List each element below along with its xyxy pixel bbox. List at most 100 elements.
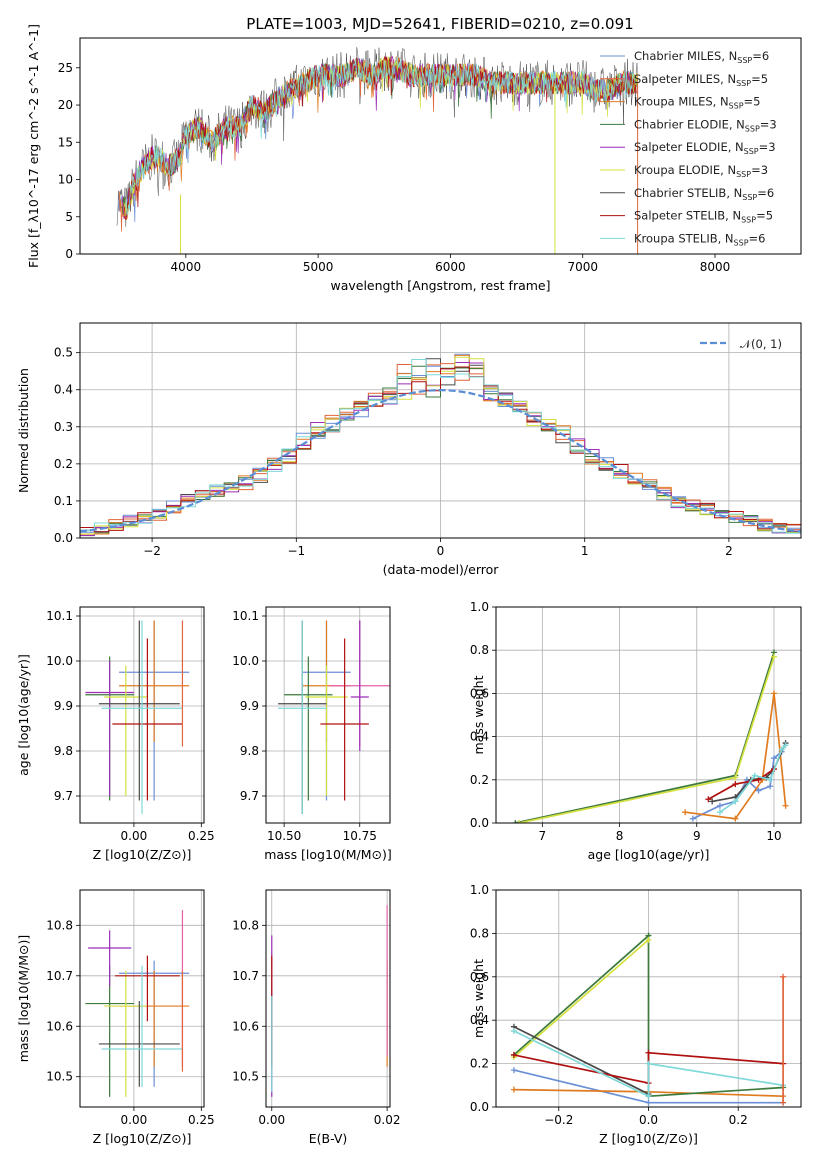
axes-frame xyxy=(79,889,205,1108)
legend-sub: SSP xyxy=(741,216,756,225)
legend-sub: SSP xyxy=(745,124,760,133)
y-tick-label: 10.5 xyxy=(46,1070,73,1084)
mass-weight-marker xyxy=(682,809,689,816)
y-tick-label: 0.2 xyxy=(470,773,489,787)
y-tick-label: 0.0 xyxy=(54,531,73,545)
mass-weight-series xyxy=(513,933,784,1098)
mass-weight-marker xyxy=(510,1028,517,1035)
x-tick-label: 0.0 xyxy=(639,1113,658,1127)
x-tick-label: 6000 xyxy=(435,260,466,274)
mass-weight-marker xyxy=(705,796,712,803)
x-tick-label: 8000 xyxy=(700,260,731,274)
legend-tail: =3 xyxy=(759,140,776,154)
y-tick-label: 9.9 xyxy=(54,699,73,713)
mass-weight-series xyxy=(712,742,787,803)
mass-weight-marker xyxy=(512,820,519,823)
x-tick-label: 10.50 xyxy=(267,829,301,843)
x-tick-label: 5000 xyxy=(303,260,334,274)
errorbar-panel: 0.00 0.25 9.7 9.8 9.9 10.0 10.1 Z [log10(Z/Z⊙)]… xyxy=(16,606,215,862)
legend-tail: =5 xyxy=(756,209,773,223)
legend-label: 𝒩(0, 1) xyxy=(740,337,782,351)
y-tick-label: 10.5 xyxy=(232,1070,259,1084)
spectrum-legend: Chabrier MILES, NSSP=6 Salpeter MILES, NS… xyxy=(600,49,777,247)
mass-weight-marker xyxy=(510,1086,517,1093)
mass-weight-marker xyxy=(709,798,716,805)
y-tick-label: 0.1 xyxy=(54,494,73,508)
mass-weight-marker xyxy=(751,772,758,779)
mass-weight-marker xyxy=(782,742,789,749)
histogram-panel: −2 −1 0 1 2 0.0 0.1 0.2 0.3 0.4 0.5 (data-model)/er… xyxy=(16,322,802,577)
mass-weight-marker xyxy=(755,787,762,794)
y-tick-label: 0 xyxy=(65,247,73,261)
x-tick-label: 0.02 xyxy=(374,1113,401,1127)
x-tick-label: 0.00 xyxy=(258,1113,285,1127)
axes-frame xyxy=(265,889,391,1108)
mass-weight-marker xyxy=(516,820,523,823)
x-axis-label: (data-model)/error xyxy=(383,562,500,577)
y-axis-label: mass [log10(M/M⊙)] xyxy=(16,935,31,1063)
y-tick-label: 0.0 xyxy=(470,816,489,830)
axes-frame xyxy=(265,606,391,824)
y-tick-label: 10.0 xyxy=(232,654,259,668)
legend-label: Kroupa ELODIE, NSSP=3 xyxy=(634,163,768,179)
spectrum-lines xyxy=(116,47,639,254)
legend-sub: SSP xyxy=(736,170,751,179)
mass-weight-marker xyxy=(732,815,739,822)
y-tick-label: 0.2 xyxy=(470,1057,489,1071)
legend-label: Chabrier ELODIE, NSSP=3 xyxy=(634,117,777,133)
mass-weight-marker xyxy=(770,653,777,660)
y-tick-label: 0.5 xyxy=(54,346,73,360)
mass-weight-marker xyxy=(767,776,774,783)
y-tick-label: 10 xyxy=(58,173,73,187)
mass-weight-marker xyxy=(645,1060,652,1067)
y-tick-label: 0.4 xyxy=(54,383,73,397)
mass-weight-series xyxy=(513,1030,784,1098)
y-tick-label: 9.8 xyxy=(240,744,259,758)
x-tick-label: 8 xyxy=(616,829,624,843)
y-tick-label: 10.1 xyxy=(232,609,259,623)
errorbar-panel: 0.00 0.02 10.5 10.6 10.7 10.8 E(B-V) xyxy=(232,889,401,1146)
y-tick-label: 20 xyxy=(58,98,73,112)
y-tick-label: 0.6 xyxy=(470,970,489,984)
legend-tail: =5 xyxy=(751,72,768,86)
x-tick-label: −2 xyxy=(143,544,161,558)
legend-sub: SSP xyxy=(734,238,749,247)
legend-tail: =3 xyxy=(760,117,777,131)
legend-sub: SSP xyxy=(737,56,752,65)
x-axis-label: E(B-V) xyxy=(309,1131,348,1146)
mass-weight-marker xyxy=(755,776,762,783)
mass-weight-series xyxy=(707,768,775,800)
x-axis-label: Z [log10(Z/Z⊙)] xyxy=(93,1131,192,1146)
legend-tail: =3 xyxy=(751,163,768,177)
mass-weight-series xyxy=(692,751,783,820)
plot-layer: 4000 5000 6000 7000 80000510152025wavelength… xyxy=(16,24,802,1146)
y-tick-label: 10.8 xyxy=(46,918,73,932)
mass-weight-marker xyxy=(689,815,696,822)
y-tick-label: 9.8 xyxy=(54,744,73,758)
x-tick-label: 10.75 xyxy=(343,829,377,843)
y-tick-label: 0.0 xyxy=(470,1100,489,1114)
errorbar-points xyxy=(85,620,190,814)
x-tick-label: 7 xyxy=(539,829,547,843)
y-tick-label: 10.7 xyxy=(232,969,259,983)
mass-weight-lines xyxy=(510,932,787,1106)
legend-label: Chabrier MILES, NSSP=6 xyxy=(634,49,769,65)
y-axis-label: mass weight xyxy=(471,959,486,1038)
x-tick-label: 0.2 xyxy=(729,1113,748,1127)
mass-weight-marker xyxy=(732,798,739,805)
y-tick-label: 9.7 xyxy=(240,789,259,803)
mass-weight-marker xyxy=(716,809,723,816)
x-tick-label: 0.25 xyxy=(188,1113,215,1127)
y-tick-label: 9.7 xyxy=(54,789,73,803)
mass-weight-marker xyxy=(645,1049,652,1056)
axes-frame xyxy=(79,322,802,539)
legend-sub: SSP xyxy=(736,79,751,88)
mass-weight-marker xyxy=(732,774,739,781)
y-tick-label: 10.7 xyxy=(46,969,73,983)
histogram-steps xyxy=(80,353,801,537)
mass-weight-marker xyxy=(770,690,777,697)
x-tick-label: 10 xyxy=(766,829,781,843)
mass-weight-marker xyxy=(782,802,789,809)
y-tick-label: 5 xyxy=(65,210,73,224)
